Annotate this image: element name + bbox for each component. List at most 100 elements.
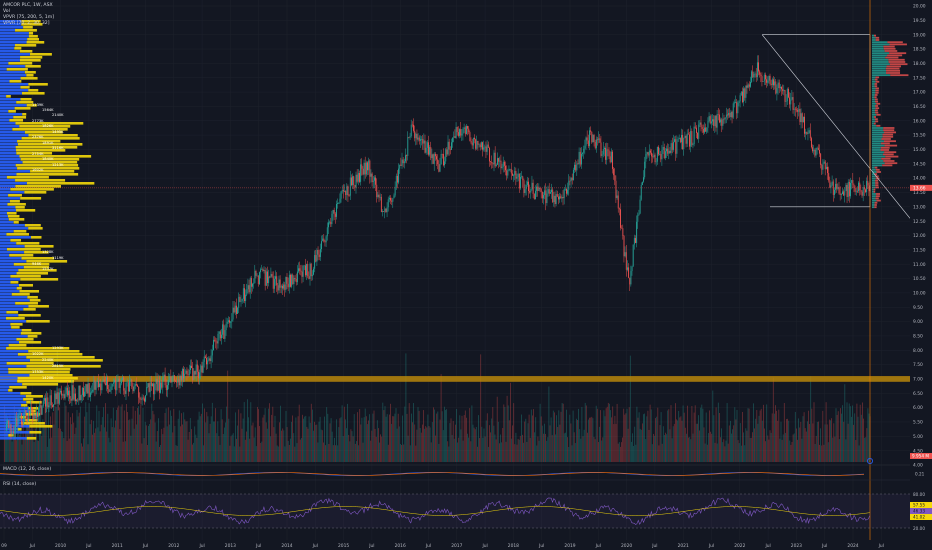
candle-body <box>620 209 621 228</box>
candle-body <box>386 207 388 213</box>
profile-bar-yellow <box>13 116 27 119</box>
candle-body <box>555 194 557 205</box>
candle-body <box>706 127 708 132</box>
volume-bar <box>502 428 504 462</box>
volume-bar <box>819 444 820 462</box>
candle-body <box>173 375 175 381</box>
volume-bar <box>41 435 43 462</box>
profile-bar-blue <box>0 194 9 197</box>
candle-body <box>112 382 114 384</box>
rprofile-bear <box>874 85 878 88</box>
volume-bar <box>756 410 758 462</box>
candle-body <box>314 255 316 269</box>
candle-body <box>158 380 160 393</box>
time-tick: 09 <box>1 543 7 549</box>
time-tick: 2011 <box>112 543 123 549</box>
volume-bar <box>519 435 521 462</box>
volume-bar <box>700 407 702 462</box>
candle-body <box>449 149 451 151</box>
candle-body <box>106 377 107 386</box>
candle-body <box>645 153 647 162</box>
symbol-title[interactable]: AMCOR PLC, 1W, ASX <box>3 3 53 8</box>
rsi-tag-text: 46.33 <box>913 509 925 514</box>
macd-pane <box>0 464 910 476</box>
candle-body <box>68 390 69 396</box>
candle-body <box>814 149 816 156</box>
candle-body <box>822 163 824 170</box>
candle-body <box>284 284 286 290</box>
support-band <box>0 376 910 382</box>
candle-body <box>311 274 313 277</box>
candle-body <box>686 133 688 144</box>
volume-bar <box>834 436 836 462</box>
volume-bar <box>775 405 776 462</box>
legend-vpvr-2[interactable]: VPVR [70, 2, 30, 32] <box>3 21 50 26</box>
candle-body <box>605 147 607 160</box>
rprofile-bear <box>881 138 891 140</box>
candle-body <box>276 276 278 286</box>
rprofile-bear <box>874 96 877 99</box>
candle-body <box>784 90 786 102</box>
profile-bar-yellow <box>28 89 39 92</box>
volume-bar <box>438 443 440 462</box>
candle-body <box>146 387 148 396</box>
volume-bar <box>547 437 549 462</box>
candle-body <box>329 221 331 223</box>
profile-bar-blue <box>0 380 18 383</box>
volume-bar <box>831 418 832 462</box>
volume-bar <box>668 409 670 462</box>
volume-bar <box>403 444 405 462</box>
profile-bar-blue <box>0 236 31 239</box>
profile-bar-blue <box>0 98 21 101</box>
profile-bar-blue <box>0 344 9 347</box>
rsi-label[interactable]: RSI (14, close) <box>3 482 37 487</box>
volume-bar <box>324 416 325 462</box>
rprofile-bear <box>888 58 905 61</box>
volume-bar <box>637 417 639 462</box>
profile-label: 2376K <box>32 135 44 139</box>
candle-body <box>685 135 687 144</box>
candle-body <box>535 190 536 200</box>
volume-bar <box>183 412 185 462</box>
volume-bar <box>782 434 784 462</box>
volume-bar <box>680 416 682 462</box>
candle-body <box>295 278 297 283</box>
candle-body <box>554 195 556 205</box>
candle-body <box>740 91 742 96</box>
candle-body <box>532 182 534 195</box>
candle-body <box>131 379 133 387</box>
price-tick: 18.00 <box>913 61 926 67</box>
volume-bar <box>352 436 354 462</box>
legend-vol[interactable]: Vol <box>3 9 10 14</box>
volume-bar <box>169 424 170 462</box>
volume-bar <box>304 416 306 462</box>
volume-bar <box>224 427 225 462</box>
candle-body <box>127 382 129 392</box>
rprofile-bear <box>875 89 879 92</box>
candle-body <box>117 378 119 382</box>
volume-bar <box>244 439 246 462</box>
profile-bar-yellow <box>22 161 78 164</box>
volume-bar <box>154 422 156 462</box>
volume-bar <box>530 409 532 462</box>
volume-bar <box>838 439 840 462</box>
profile-bar-blue <box>0 212 7 215</box>
rprofile-bear <box>883 129 895 132</box>
candle-body <box>409 136 411 138</box>
profile-bar-yellow <box>10 323 23 326</box>
volume-bar <box>86 412 88 462</box>
legend-vpvr-1[interactable]: VPVR [75, 200, 5, 1m] <box>3 15 54 20</box>
rsi-tick: 80.00 <box>913 492 925 497</box>
volume-bar <box>728 425 730 462</box>
time-tick: 2018 <box>508 543 519 549</box>
candle-body <box>56 392 58 400</box>
volume-bar <box>186 421 188 462</box>
candle-body <box>249 278 251 293</box>
profile-bar-blue <box>0 92 22 95</box>
profile-bar-yellow <box>10 239 21 242</box>
volume-bar <box>70 417 71 462</box>
candle-body <box>308 276 310 279</box>
rprofile-bull <box>872 65 887 68</box>
macd-label[interactable]: MACD (12, 26, close) <box>3 467 52 472</box>
